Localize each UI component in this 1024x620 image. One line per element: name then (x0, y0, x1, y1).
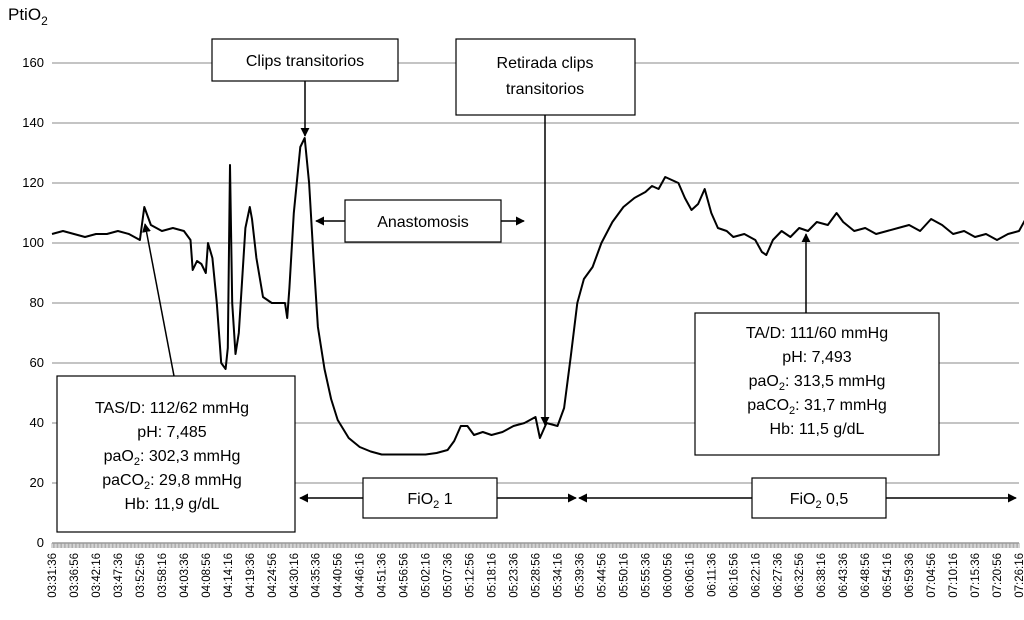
x-tick-label: 07:04:56 (926, 553, 938, 598)
x-tick-label: 03:36:56 (69, 553, 81, 598)
x-tick-label: 03:31:36 (47, 553, 59, 598)
x-tick-label: 05:07:36 (443, 553, 455, 598)
y-tick-label: 160 (22, 55, 44, 70)
x-tick-label: 03:52:56 (135, 553, 147, 598)
x-tick-label: 05:44:56 (596, 553, 608, 598)
x-tick-label: 04:24:56 (267, 553, 279, 598)
x-tick-label: 06:43:36 (838, 553, 850, 598)
fio2-1-band: FiO2 1 (299, 477, 577, 519)
info-left-arrow (142, 223, 175, 377)
x-tick-label: 06:38:16 (816, 553, 828, 598)
info-right-line-5: Hb: 11,5 g/dL (770, 421, 865, 438)
fio2-1-box (362, 477, 498, 519)
info-left-box (56, 375, 296, 533)
x-tick-label: 06:59:36 (904, 553, 916, 598)
x-tick-label: 04:56:56 (399, 553, 411, 598)
x-tick-label: 06:00:56 (662, 553, 674, 598)
y-tick-label: 20 (30, 475, 44, 490)
annotation-retirada: Retirada clips transitorios (455, 38, 636, 426)
x-tick-label: 06:27:36 (772, 553, 784, 598)
annotation-clips-text: Clips transitorios (246, 53, 364, 70)
info-right-box (694, 312, 940, 456)
x-tick-label: 07:26:16 (1014, 553, 1024, 598)
x-tick-label: 06:06:16 (684, 553, 696, 598)
fio2-1-label: FiO2 1 (407, 491, 452, 511)
y-tick-labels: 0 20 40 60 80 100 120 140 160 (22, 55, 44, 550)
x-tick-label: 06:54:16 (882, 553, 894, 598)
x-tick-label: 04:03:36 (179, 553, 191, 598)
x-tick-label: 04:14:16 (223, 553, 235, 598)
x-tick-label: 04:30:16 (289, 553, 301, 598)
fio2-05-label: FiO2 0,5 (790, 491, 849, 511)
info-left-line-5: Hb: 11,9 g/dL (125, 496, 220, 513)
x-tick-label: 06:11:36 (706, 553, 718, 597)
x-tick-label: 03:42:16 (91, 553, 103, 598)
info-right-line-1: TA/D: 111/60 mmHg (746, 325, 888, 342)
x-tick-label: 05:50:16 (618, 553, 630, 598)
x-tick-label: 05:12:56 (465, 553, 477, 598)
x-tick-label: 03:47:36 (113, 553, 125, 598)
annotation-retirada-text-2: transitorios (506, 81, 584, 98)
y-tick-label: 120 (22, 175, 44, 190)
x-tick-label: 04:46:16 (355, 553, 367, 598)
x-tick-label: 07:20:56 (992, 553, 1004, 598)
annotation-retirada-text-1: Retirada clips (497, 55, 594, 72)
x-tick-label: 06:16:56 (728, 553, 740, 598)
x-tick-label: 05:28:56 (531, 553, 543, 598)
annotation-clips-box (211, 38, 399, 82)
series-line-ptio2 (51, 137, 1024, 456)
x-tick-label: 03:58:16 (157, 553, 169, 598)
annotation-anastomosis-box (344, 199, 502, 243)
x-tick-labels: 03:31:36 03:36:56 03:42:16 03:47:36 03:52:56… (47, 553, 1024, 598)
info-left-line-1: TAS/D: 112/62 mmHg (95, 400, 249, 417)
y-tick-label: 40 (30, 415, 44, 430)
y-tick-label: 0 (37, 535, 44, 550)
info-left-line-3: paO2: 302,3 mmHg (104, 448, 241, 468)
x-tick-label: 05:34:16 (552, 553, 564, 598)
x-tick-label: 04:08:56 (201, 553, 213, 598)
fio2-05-band: FiO2 0,5 (578, 477, 1017, 519)
annotation-retirada-box (455, 38, 636, 116)
x-tick-label: 05:18:16 (487, 553, 499, 598)
x-tick-label: 06:48:56 (860, 553, 872, 598)
x-axis (51, 542, 1020, 548)
y-tick-label: 140 (22, 115, 44, 130)
x-tick-label: 06:22:16 (750, 553, 762, 598)
x-tick-label: 05:55:36 (640, 553, 652, 598)
x-tick-label: 05:02:16 (421, 553, 433, 598)
info-box-left: TAS/D: 112/62 mmHg pH: 7,485 paO2: 302,3… (56, 223, 296, 533)
info-box-right: TA/D: 111/60 mmHg pH: 7,493 paO2: 313,5 … (694, 233, 940, 456)
annotation-anastomosis: Anastomosis (315, 199, 525, 243)
y-tick-label: 80 (30, 295, 44, 310)
x-tick-label: 04:19:36 (245, 553, 257, 598)
x-tick-label: 04:51:36 (377, 553, 389, 598)
info-left-line-4: paCO2: 29,8 mmHg (102, 472, 242, 492)
annotation-anastomosis-text: Anastomosis (377, 214, 469, 231)
annotation-clips: Clips transitorios (211, 38, 399, 137)
x-tick-label: 04:40:56 (333, 553, 345, 598)
y-axis-label: PtiO2 (8, 5, 48, 28)
y-tick-label: 60 (30, 355, 44, 370)
x-tick-label: 05:23:36 (509, 553, 521, 598)
info-right-line-2: pH: 7,493 (782, 349, 851, 366)
x-tick-label: 04:35:36 (311, 553, 323, 598)
info-right-line-3: paO2: 313,5 mmHg (749, 373, 886, 393)
info-right-line-4: paCO2: 31,7 mmHg (747, 397, 887, 417)
fio2-05-box (751, 477, 887, 519)
x-tick-label: 06:32:56 (794, 553, 806, 598)
info-left-line-2: pH: 7,485 (137, 424, 206, 441)
x-tick-label: 07:10:16 (948, 553, 960, 598)
y-tick-label: 100 (22, 235, 44, 250)
x-tick-label: 05:39:36 (574, 553, 586, 598)
x-tick-label: 07:15:36 (970, 553, 982, 598)
